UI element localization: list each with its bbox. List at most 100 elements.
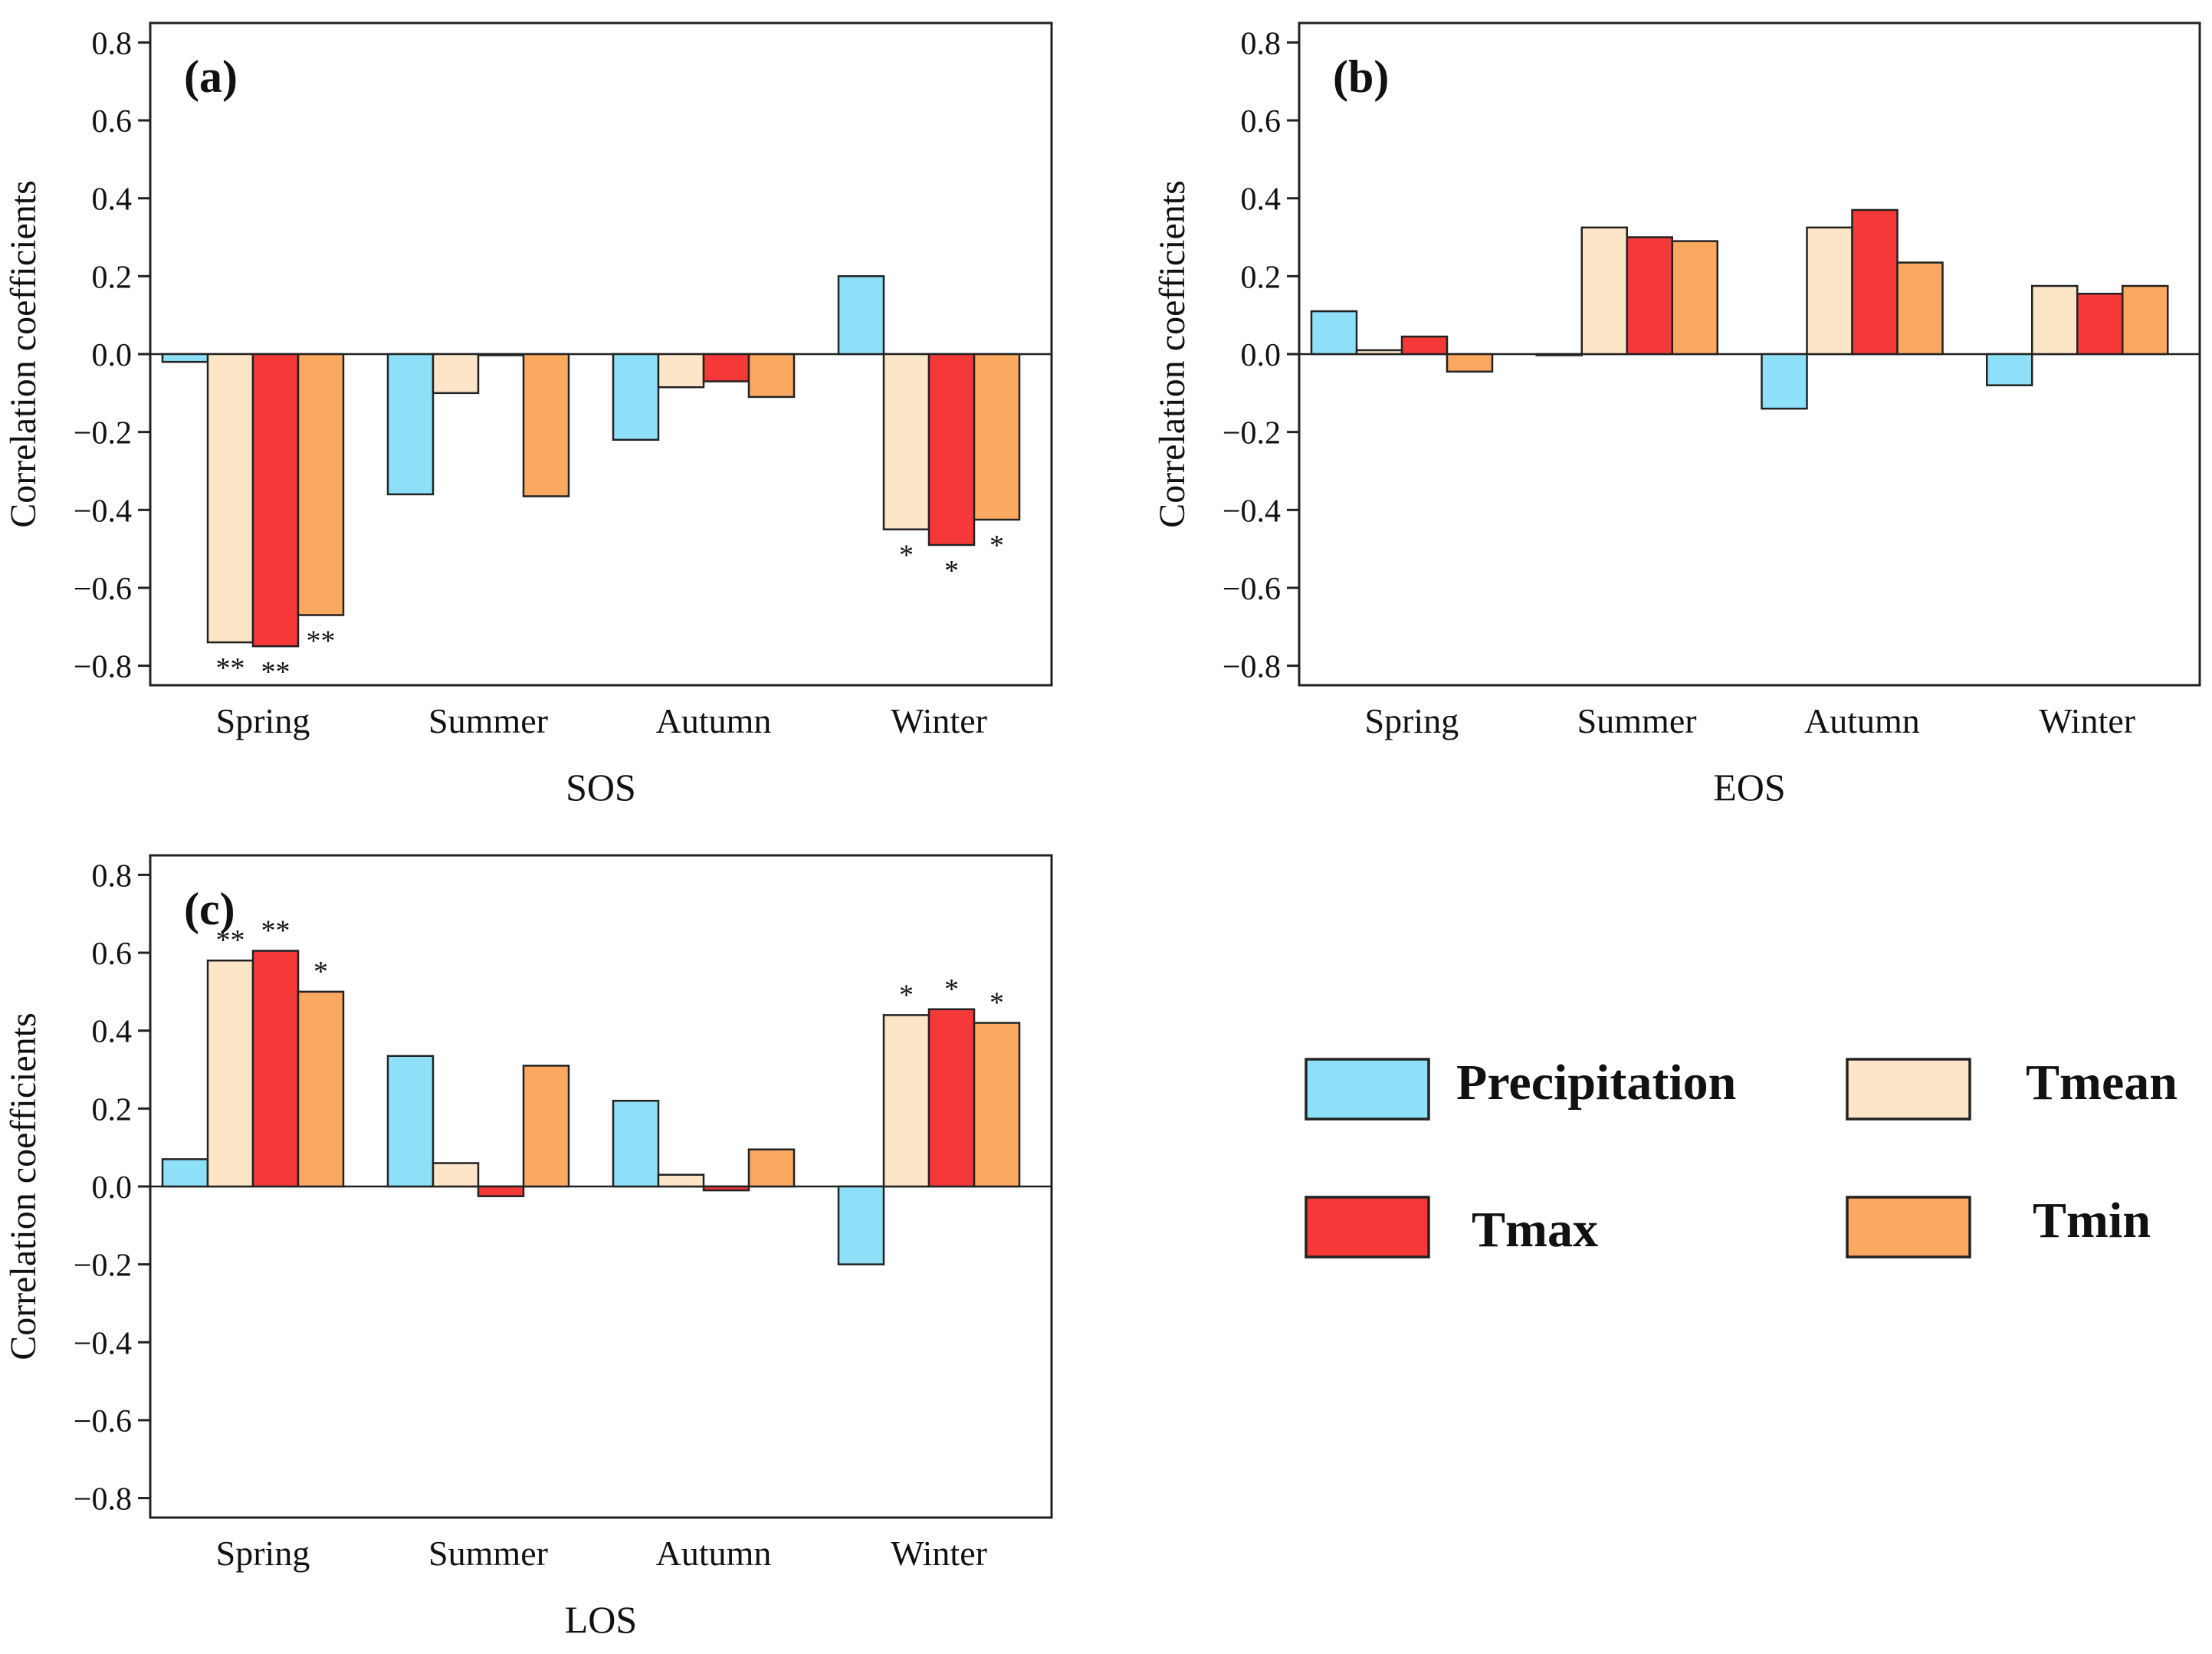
x-tick-label: Winter xyxy=(891,701,987,740)
significance-mark: * xyxy=(989,987,1004,1019)
bar-tmax-autumn xyxy=(1851,208,1899,356)
bar-tmean-autumn xyxy=(657,1173,705,1188)
y-tick-label: −0.6 xyxy=(74,1404,132,1439)
bar-tmean-autumn xyxy=(1806,226,1853,356)
y-tick-label: −0.2 xyxy=(74,416,132,451)
y-tick-label: −0.8 xyxy=(74,1482,132,1518)
bar-tmin-autumn xyxy=(747,353,796,399)
bar-tmin-summer xyxy=(522,1065,570,1188)
bar-precipitation-autumn xyxy=(1761,353,1808,410)
x-tick-label: Summer xyxy=(1577,701,1697,740)
y-tick-label: −0.2 xyxy=(74,1249,132,1284)
bar-precipitation-spring xyxy=(161,353,209,363)
x-tick-label: Autumn xyxy=(656,701,772,740)
bar-precipitation-winter xyxy=(837,275,885,356)
bar-tmax-winter xyxy=(927,1008,976,1188)
legend-label: Tmean xyxy=(2026,1055,2178,1111)
legend-label: Precipitation xyxy=(1456,1055,1736,1111)
y-tick-label: −0.2 xyxy=(1223,416,1281,451)
significance-mark: * xyxy=(944,555,959,587)
bar-tmean-spring xyxy=(1355,349,1403,356)
panel-tag: (a) xyxy=(184,51,238,102)
y-tick-label: 0.2 xyxy=(92,1092,133,1127)
y-tick-label: 0.0 xyxy=(1241,338,1282,373)
legend-label: Tmin xyxy=(2033,1193,2151,1249)
bar-precipitation-winter xyxy=(837,1185,885,1265)
chart-panel-eos: 0.8 0.6 0.4 0.2 0.0 −0.2 −0.4 −0.6 −0.8 Correlati… xyxy=(1152,21,2201,809)
y-tick-label: 0.0 xyxy=(92,338,133,373)
significance-mark: * xyxy=(899,979,914,1011)
legend-item-tmean: Tmean xyxy=(1846,1055,2178,1121)
bar-tmean-spring xyxy=(206,353,254,644)
bar-tmin-autumn xyxy=(1896,261,1944,356)
y-axis-label: Correlation coefficients xyxy=(1152,180,1193,528)
panel-tag: (b) xyxy=(1333,51,1389,102)
bar-tmax-summer xyxy=(1626,236,1673,356)
bar-tmin-spring xyxy=(1446,353,1494,373)
y-tick-label: −0.6 xyxy=(74,572,132,607)
y-tick-label: 0.6 xyxy=(92,104,133,139)
significance-mark: ** xyxy=(216,652,245,684)
legend-label: Tmax xyxy=(1472,1202,1598,1258)
significance-mark: * xyxy=(989,530,1004,562)
chart-panels: 0.8 0.6 0.4 0.2 0.0 −0.2 −0.4 −0.6 −0.8 Correlati… xyxy=(3,21,2201,1641)
bar-tmin-spring xyxy=(297,353,345,616)
y-tick-label: 0.8 xyxy=(92,26,133,61)
x-tick-label: Summer xyxy=(428,1534,548,1573)
y-tick-label: 0.4 xyxy=(1241,182,1282,218)
bar-tmin-summer xyxy=(522,353,570,497)
x-tick-label: Autumn xyxy=(656,1534,772,1573)
bar-tmax-spring xyxy=(1400,335,1449,356)
significance-mark: * xyxy=(944,973,959,1006)
bar-tmean-winter xyxy=(2031,284,2079,356)
significance-mark: ** xyxy=(307,625,336,658)
significance-mark: ** xyxy=(261,656,290,688)
legend-swatch xyxy=(1305,1058,1430,1121)
y-axis-label: Correlation coefficients xyxy=(3,180,44,528)
bar-precipitation-spring xyxy=(1310,310,1358,356)
x-axis-label: EOS xyxy=(1713,766,1785,809)
bar-precipitation-winter xyxy=(1986,353,2033,386)
significance-mark: ** xyxy=(216,924,245,957)
bar-tmin-spring xyxy=(297,990,345,1188)
x-tick-label: Summer xyxy=(428,701,548,740)
y-tick-label: −0.8 xyxy=(74,650,132,685)
y-tick-label: 0.4 xyxy=(92,182,133,218)
bar-tmin-winter xyxy=(973,1022,1021,1188)
bar-tmin-autumn xyxy=(747,1148,796,1188)
legend-swatch xyxy=(1305,1196,1430,1259)
bar-tmean-spring xyxy=(206,959,254,1188)
bar-tmax-autumn xyxy=(702,1185,750,1192)
significance-mark: * xyxy=(899,540,914,572)
chart-panel-los: 0.8 0.6 0.4 0.2 0.0 −0.2 −0.4 −0.6 −0.8 Correlati… xyxy=(3,854,1053,1641)
bar-tmax-spring xyxy=(251,950,300,1188)
bar-tmin-winter xyxy=(973,353,1021,521)
y-tick-label: −0.4 xyxy=(74,1326,132,1361)
x-axis-label: SOS xyxy=(566,766,636,809)
y-tick-label: −0.4 xyxy=(74,494,132,529)
y-tick-label: −0.6 xyxy=(1223,572,1281,607)
bar-tmax-winter xyxy=(2076,292,2124,356)
bar-tmean-summer xyxy=(432,1162,480,1188)
x-tick-label: Winter xyxy=(2039,701,2135,740)
legend-item-tmin: Tmin xyxy=(1846,1193,2151,1259)
bar-tmean-autumn xyxy=(657,353,705,389)
x-axis-label: LOS xyxy=(565,1598,637,1641)
panel-tag: (c) xyxy=(184,884,235,934)
y-tick-label: 0.0 xyxy=(92,1170,133,1206)
legend-swatch xyxy=(1846,1058,1971,1121)
x-tick-label: Winter xyxy=(891,1534,987,1573)
bar-precipitation-autumn xyxy=(612,353,660,441)
bar-precipitation-summer xyxy=(386,1055,435,1188)
x-tick-label: Spring xyxy=(216,1534,310,1573)
x-tick-label: Autumn xyxy=(1804,701,1920,740)
bar-precipitation-spring xyxy=(161,1158,209,1188)
y-axis-label: Correlation coefficients xyxy=(3,1012,44,1360)
bar-tmean-winter xyxy=(882,353,930,530)
bar-precipitation-summer xyxy=(386,353,435,496)
bar-precipitation-autumn xyxy=(612,1099,660,1188)
y-tick-label: −0.4 xyxy=(1223,494,1281,529)
y-tick-label: 0.8 xyxy=(92,858,133,894)
bar-tmax-spring xyxy=(251,353,300,648)
